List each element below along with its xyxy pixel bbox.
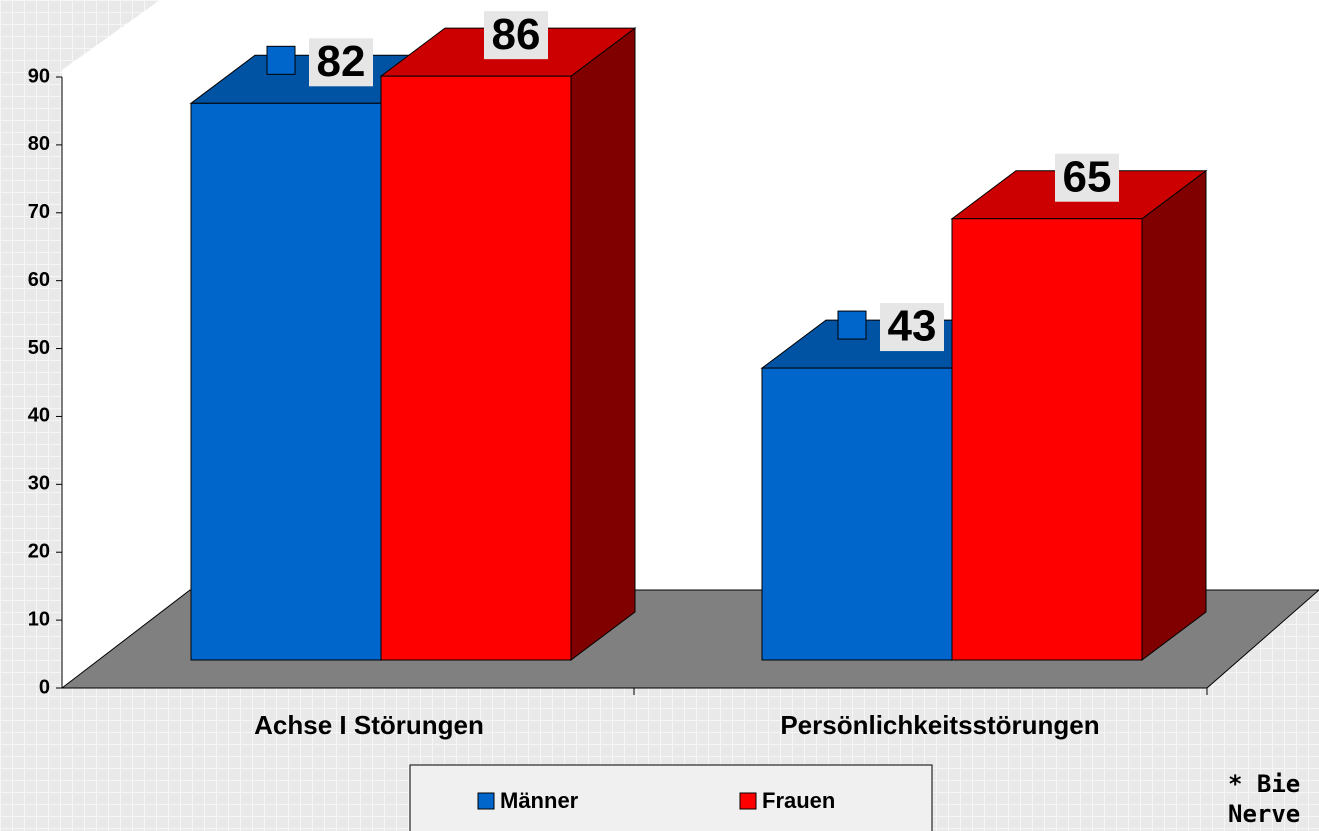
y-tick-label: 10 xyxy=(28,608,50,630)
value-label: 65 xyxy=(1063,152,1112,201)
bar-side xyxy=(570,27,636,661)
y-tick-label: 40 xyxy=(28,405,50,427)
bar xyxy=(761,367,953,661)
x-tick-label: Persönlichkeitsstörungen xyxy=(780,710,1099,740)
value-label: 82 xyxy=(317,37,366,86)
footnote: Nerve xyxy=(1228,800,1300,828)
value-label-bg xyxy=(880,303,944,352)
bar-side xyxy=(1141,169,1207,661)
y-tick-label: 50 xyxy=(28,337,50,359)
value-label-bg xyxy=(1055,153,1119,202)
value-label-key xyxy=(266,45,296,75)
value-label: 43 xyxy=(888,302,937,351)
y-tick-label: 0 xyxy=(39,676,50,698)
legend-marker xyxy=(477,792,495,810)
legend-label: Frauen xyxy=(762,788,835,813)
value-label-key xyxy=(837,310,867,340)
value-label: 86 xyxy=(492,10,541,59)
value-label-bg xyxy=(484,11,548,60)
legend-label: Männer xyxy=(500,788,579,813)
legend xyxy=(409,764,933,831)
y-tick-label: 80 xyxy=(28,133,50,155)
x-tick-label: Achse I Störungen xyxy=(254,710,484,740)
footnote: * Bie xyxy=(1228,770,1300,798)
bar xyxy=(190,102,382,661)
legend-marker xyxy=(739,792,757,810)
y-tick-label: 90 xyxy=(28,65,50,87)
value-label-bg xyxy=(309,38,373,87)
bar xyxy=(951,218,1143,661)
bar xyxy=(380,75,572,661)
y-tick-label: 60 xyxy=(28,269,50,291)
y-tick-label: 70 xyxy=(28,201,50,223)
y-tick-label: 30 xyxy=(28,473,50,495)
y-tick-label: 20 xyxy=(28,541,50,563)
